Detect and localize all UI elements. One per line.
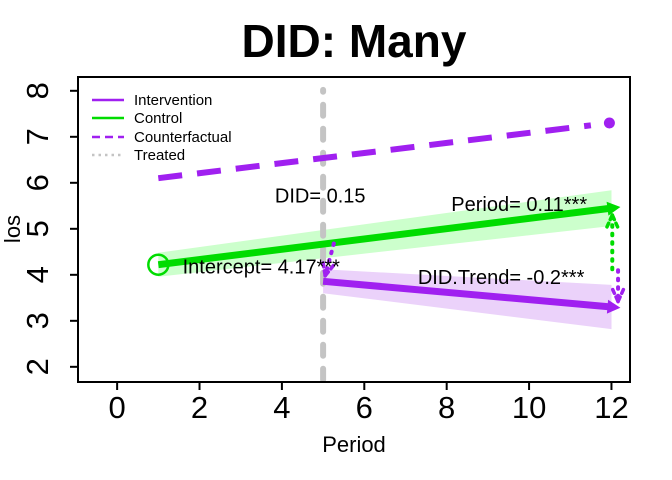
intervention-start-arrow xyxy=(323,241,336,278)
markers-layer xyxy=(147,117,621,314)
counterfactual-line xyxy=(157,122,592,182)
legend-label-intervention: Intervention xyxy=(134,92,212,109)
x-tick-label: 0 xyxy=(109,390,126,425)
y-tick-label: 5 xyxy=(20,220,55,237)
chart-title: DID: Many xyxy=(242,15,467,67)
y-tick-label: 2 xyxy=(20,358,55,375)
legend-label-control: Control xyxy=(134,110,182,127)
intervention-start-arrow-head xyxy=(323,263,336,278)
gap-arrow-purple-head xyxy=(616,287,626,304)
control-line xyxy=(157,204,612,269)
gap-arrow-green-head xyxy=(605,213,615,229)
x-tick-label: 10 xyxy=(512,390,546,425)
x-tick-label: 8 xyxy=(438,390,455,425)
annotation-period: Period= 0.11*** xyxy=(451,194,587,216)
y-tick-label: 3 xyxy=(20,312,55,329)
control-start-marker xyxy=(147,253,170,276)
annotation-intercept: Intercept= 4.17*** xyxy=(183,257,341,279)
y-tick-label: 6 xyxy=(20,174,55,191)
x-tick-label: 4 xyxy=(273,390,290,425)
gap-arrows-layer xyxy=(321,213,626,304)
x-tick-label: 12 xyxy=(594,390,628,425)
x-tick-label: 6 xyxy=(356,390,373,425)
legend: Intervention Control Counterfactual Trea… xyxy=(92,92,232,164)
y-axis-label: los xyxy=(0,215,25,243)
annotation-did: DID= 0.15 xyxy=(275,186,366,208)
legend-label-counterfactual: Counterfactual xyxy=(134,129,232,146)
axis-ticks-layer: 0 2 4 6 8 10 12 2 3 4 5 6 7 8 xyxy=(20,82,629,425)
legend-label-treated: Treated xyxy=(134,147,185,164)
intervention-line xyxy=(322,277,612,311)
trend-lines-layer xyxy=(157,122,612,311)
y-tick-label: 7 xyxy=(20,128,55,145)
annotations-layer: DID= 0.15 Period= 0.11*** Intercept= 4.17*… xyxy=(183,186,588,289)
plot-border xyxy=(77,76,631,383)
annotation-did.trend: DID.Trend= -0.2*** xyxy=(418,267,585,289)
counterfactual-end-marker xyxy=(603,117,615,129)
x-tick-label: 2 xyxy=(191,390,208,425)
y-tick-label: 8 xyxy=(20,82,55,99)
control-arrowhead xyxy=(606,201,621,216)
y-tick-label: 4 xyxy=(20,266,55,283)
x-axis-label: Period xyxy=(322,432,386,457)
intervention-arrowhead xyxy=(606,299,621,314)
